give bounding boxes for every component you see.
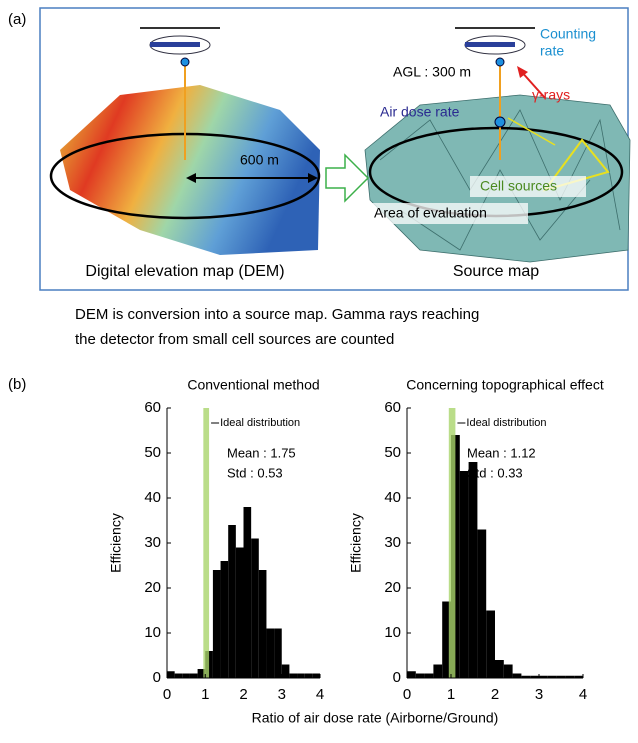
legend-label: Ideal distribution (466, 417, 546, 429)
bar (251, 539, 259, 679)
bar (175, 674, 183, 679)
annotation: Mean : 1.12 (467, 445, 536, 460)
x-axis-label: Ratio of air dose rate (Airborne/Ground) (252, 710, 499, 726)
annotation: Std : 0.53 (227, 465, 283, 480)
y-axis-label: Efficiency (348, 513, 364, 573)
bar (407, 671, 416, 678)
y-tick-label: 50 (384, 444, 401, 461)
bar (213, 570, 221, 678)
bar (289, 674, 297, 679)
dem-map (60, 85, 320, 255)
panel-label: (a) (8, 11, 26, 28)
chart-title: Conventional method (187, 377, 319, 393)
convert-arrow (326, 155, 368, 201)
bar (259, 570, 267, 678)
bar (433, 665, 442, 679)
bar (425, 674, 434, 679)
bar (477, 530, 486, 679)
bar (228, 525, 236, 678)
y-tick-label: 60 (384, 399, 401, 416)
air-dose-label: Air dose rate (380, 104, 460, 120)
counting-rate: rate (540, 43, 564, 59)
bar (495, 660, 504, 678)
annotation: Std : 0.33 (467, 465, 523, 480)
y-tick-label: 40 (384, 489, 401, 506)
bar (221, 561, 229, 678)
x-tick-label: 1 (447, 686, 455, 703)
y-tick-label: 60 (144, 399, 161, 416)
bar (460, 471, 469, 678)
x-tick-label: 2 (491, 686, 499, 703)
page: {"panel_a": {"label": "(a)", "dem_captio… (0, 0, 638, 738)
bar (297, 674, 305, 679)
y-tick-label: 10 (384, 624, 401, 641)
bar (312, 674, 320, 679)
caption: the detector from small cell sources are… (75, 331, 394, 348)
counting-rate: Counting (540, 26, 596, 42)
x-tick-label: 1 (201, 686, 209, 703)
agl-label: AGL : 300 m (393, 64, 471, 80)
annotation: Mean : 1.75 (227, 445, 296, 460)
bar (513, 674, 522, 679)
x-tick-label: 2 (239, 686, 247, 703)
x-tick-label: 4 (316, 686, 324, 703)
bar (182, 674, 190, 679)
bar (305, 674, 313, 679)
bar (416, 674, 425, 679)
y-tick-label: 30 (144, 534, 161, 551)
panel-label: (b) (8, 376, 26, 393)
bar (236, 548, 244, 679)
area-label: Area of evaluation (374, 205, 487, 221)
figure: (a) 600 m Counting rate AGL : 300 m γ-ra… (0, 0, 638, 738)
bar (244, 507, 252, 678)
bar (190, 674, 198, 679)
y-tick-label: 50 (144, 444, 161, 461)
x-tick-label: 3 (535, 686, 543, 703)
y-tick-label: 10 (144, 624, 161, 641)
ideal-bar (203, 408, 209, 678)
dem-caption: Digital elevation map (DEM) (85, 263, 284, 280)
x-tick-label: 3 (278, 686, 286, 703)
gamma-label: γ-rays (532, 87, 570, 103)
y-tick-label: 20 (144, 579, 161, 596)
y-tick-label: 40 (144, 489, 161, 506)
x-tick-label: 0 (163, 686, 171, 703)
bar (504, 665, 513, 679)
bar (167, 671, 175, 678)
y-tick-label: 20 (384, 579, 401, 596)
y-tick-label: 30 (384, 534, 401, 551)
caption: DEM is conversion into a source map. Gam… (75, 306, 479, 323)
source-caption: Source map (453, 263, 539, 280)
x-tick-label: 4 (579, 686, 587, 703)
ideal-bar (449, 408, 456, 678)
distance-label: 600 m (240, 152, 279, 168)
bar (469, 462, 478, 678)
bar (282, 665, 290, 679)
chart-title: Concerning topographical effect (406, 377, 604, 393)
cell-sources-label: Cell sources (480, 178, 557, 194)
bar (274, 629, 282, 679)
x-tick-label: 0 (403, 686, 411, 703)
bar (266, 629, 274, 679)
y-tick-label: 0 (153, 669, 161, 686)
legend-label: Ideal distribution (220, 417, 300, 429)
bar (486, 611, 495, 679)
y-axis-label: Efficiency (108, 513, 124, 573)
y-tick-label: 0 (393, 669, 401, 686)
